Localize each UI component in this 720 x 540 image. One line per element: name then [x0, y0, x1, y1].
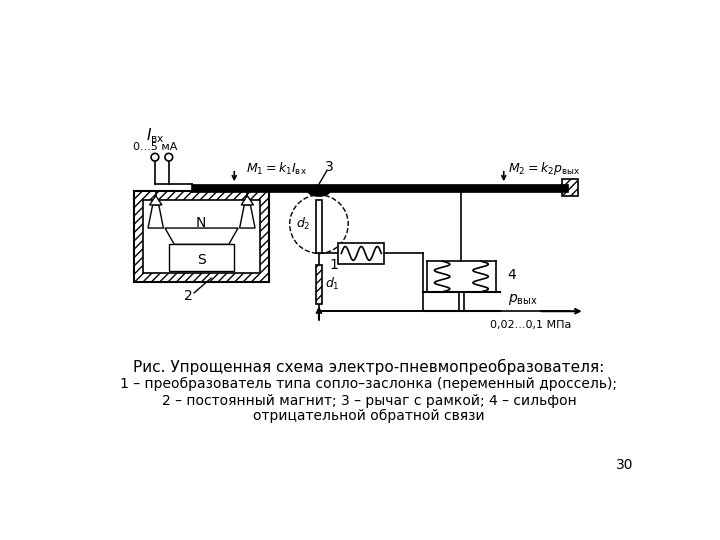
Text: 30: 30	[616, 458, 634, 472]
Text: $p_{\rm вых}$: $p_{\rm вых}$	[508, 292, 538, 307]
Text: 2 – постоянный магнит; 3 – рычаг с рамкой; 4 – сильфон: 2 – постоянный магнит; 3 – рычаг с рамко…	[161, 394, 577, 408]
Text: $d_1$: $d_1$	[325, 276, 340, 292]
Text: S: S	[197, 253, 205, 267]
Text: отрицательной обратной связи: отрицательной обратной связи	[253, 409, 485, 423]
Text: $I_{\rm вх}$: $I_{\rm вх}$	[145, 126, 164, 145]
Text: $d_2$: $d_2$	[296, 216, 311, 232]
Text: 2: 2	[184, 289, 192, 303]
Bar	[192, 184, 567, 192]
Bar	[143, 200, 260, 273]
Text: 4: 4	[507, 268, 516, 282]
Text: $M_1 = k_1 I_{\rm вх}$: $M_1 = k_1 I_{\rm вх}$	[246, 161, 307, 177]
Polygon shape	[150, 195, 162, 205]
Text: 0,02...0,1 МПа: 0,02...0,1 МПа	[490, 320, 572, 330]
Text: N: N	[196, 217, 207, 231]
Ellipse shape	[308, 187, 330, 197]
Text: 1 – преобразователь типа сопло–заслонка (переменный дроссель);: 1 – преобразователь типа сопло–заслонка …	[120, 377, 618, 392]
Bar	[134, 191, 269, 282]
Text: 3: 3	[325, 160, 333, 174]
Bar	[338, 242, 384, 264]
Text: Рис. Упрощенная схема электро-пневмопреобразователя:: Рис. Упрощенная схема электро-пневмопрео…	[133, 359, 605, 375]
Polygon shape	[165, 228, 238, 244]
Circle shape	[165, 153, 173, 161]
Polygon shape	[241, 195, 253, 205]
Bar	[316, 200, 322, 253]
Circle shape	[151, 153, 159, 161]
Text: 0...5 мА: 0...5 мА	[132, 142, 177, 152]
Text: 1: 1	[330, 258, 339, 272]
Bar	[562, 179, 578, 195]
Polygon shape	[240, 205, 255, 228]
Text: $M_2 = k_2 p_{\rm вых}$: $M_2 = k_2 p_{\rm вых}$	[508, 160, 580, 177]
Bar	[316, 265, 322, 303]
Polygon shape	[148, 205, 163, 228]
Bar	[168, 244, 234, 271]
